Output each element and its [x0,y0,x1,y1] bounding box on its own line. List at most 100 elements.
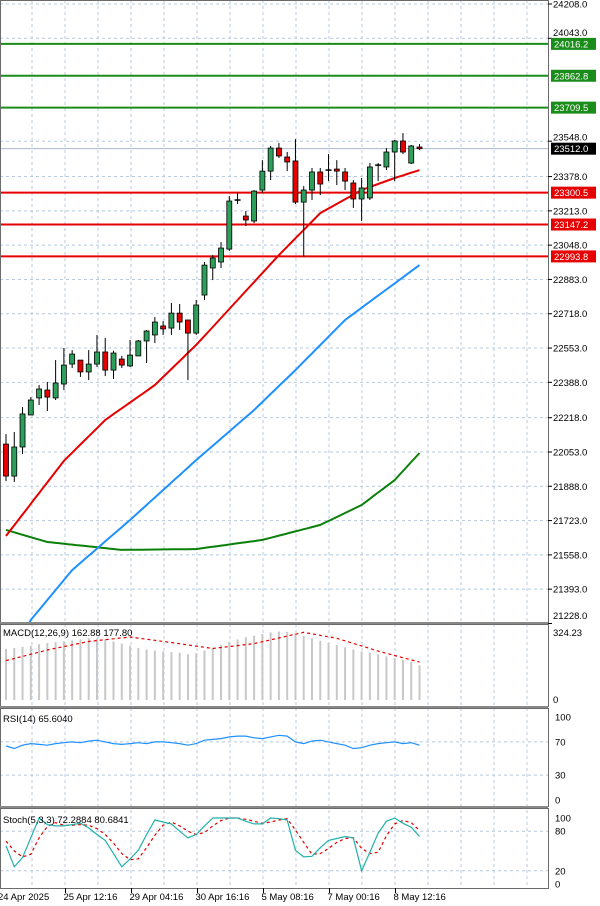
candle-bull [358,187,365,200]
price-axis-label: 23548.0 [553,133,587,144]
current-price-tag [551,142,596,155]
price-axis-label: 21558.0 [553,550,587,561]
support-value: 23300.5 [554,188,588,199]
price-axis-label: 22553.0 [553,344,587,355]
ma-mid-line [28,264,421,622]
price-axis-label: 22218.0 [553,413,587,424]
price-levels [0,42,548,258]
rsi-axis-label: 70 [555,737,566,748]
panel-frame [0,0,549,623]
time-axis-label: 8 May 12:16 [394,892,446,903]
candle-bull [226,200,233,250]
price-axis[interactable]: 24208.0 24043.0 23548.0 23378.0 23213.0 23048… [548,0,587,891]
rsi-axis-label: 0 [555,796,560,807]
rsi-axis-label: 30 [555,771,566,782]
stoch-axis-label: 20 [555,866,566,877]
ma-slow-line [5,452,421,551]
candle-bull [143,330,150,342]
candle-bull [36,388,42,399]
support-value: 23147.2 [554,220,588,231]
candle-bull [391,140,398,153]
macd-axis-top: 324.23 [553,628,582,639]
candle-bull [259,170,266,191]
candle-bull [309,171,315,191]
panel-frame [0,808,549,889]
candle-bull [19,413,26,448]
candle-bull [85,363,92,373]
resistance-value: 23862.8 [554,71,588,82]
candle-bull [201,264,208,296]
price-axis-label: 23048.0 [553,240,587,251]
moving-averages [5,169,421,622]
level-tags: 24016.2 23862.8 23709.5 23300.5 23147.2 22993… [551,37,596,263]
candle-bull [27,399,34,416]
time-axis-label: 30 Apr 16:16 [196,892,250,903]
candle-bear [317,171,324,185]
price-axis-label: 24043.0 [553,28,587,39]
candle-bull [366,166,373,199]
candle-bear [292,160,299,203]
stoch-k-line [5,817,420,873]
rsi-label: RSI(14) 65.6040 [3,714,73,725]
time-axis-label: 5 May 08:16 [262,892,314,903]
candle-bull [52,382,59,399]
resistance-tag [551,69,596,82]
panel-frames [0,0,549,889]
grid [0,0,548,888]
price-axis-label: 23378.0 [553,172,587,183]
candle-bull [135,340,142,357]
support-tag [551,218,596,231]
macd-panel [5,631,421,700]
candle-bull [267,147,274,172]
candle-bull [94,351,100,365]
support-tag [551,186,596,199]
stoch-label: Stoch(5,3,3) 72.2884 80.6841 [3,815,129,826]
candle-bull [251,190,258,222]
candle-bull [168,312,175,329]
candle-bull [69,353,76,365]
stoch-panel [5,817,420,873]
support-value: 22993.8 [554,252,588,263]
candle-bear [242,215,249,221]
rsi-line [5,734,420,750]
macd-signal-line [5,631,420,663]
candle-bull [300,189,307,203]
candle-bear [400,140,406,153]
resistance-value: 24016.2 [554,39,588,50]
candle-bear [44,389,51,398]
candles [3,133,423,482]
price-axis-label: 21393.0 [553,585,587,596]
rsi-panel [5,734,420,750]
time-axis-label: 25 Apr 12:16 [64,892,118,903]
panel-frame [0,708,549,807]
candle-bear [118,358,125,366]
stoch-axis-label: 80 [555,827,566,838]
candle-bear [3,443,9,477]
price-axis-label: 22718.0 [553,309,587,320]
candle-bear [416,146,423,150]
price-axis-label: 22053.0 [553,447,587,458]
candle-bear [276,147,282,157]
candle-bull [218,247,224,263]
current-price-value: 23512.0 [554,144,588,155]
stoch-axis-label: 0 [555,880,560,891]
resistance-value: 23709.5 [554,103,588,114]
candle-bear [342,171,348,182]
candle-bear [350,182,357,200]
time-axis[interactable]: 24 Apr 2025 25 Apr 12:16 29 Apr 04:16 30 Ap… [0,888,446,903]
candle-bull [110,352,117,371]
support-tag [551,250,596,263]
time-axis-label: 29 Apr 04:16 [130,892,184,903]
macd-label: MACD(12,26,9) 162.88 177.80 [3,628,132,639]
candle-bear [284,156,291,163]
candle-bear [185,319,191,334]
price-axis-label: 21888.0 [553,482,587,493]
candle-bull [11,446,18,477]
time-axis-label: 24 Apr 2025 [0,892,49,903]
candle-bear [102,351,109,371]
candle-bear [160,325,167,330]
candle-bull [383,151,390,168]
candle-bull [408,145,415,164]
candle-bull [193,304,200,334]
